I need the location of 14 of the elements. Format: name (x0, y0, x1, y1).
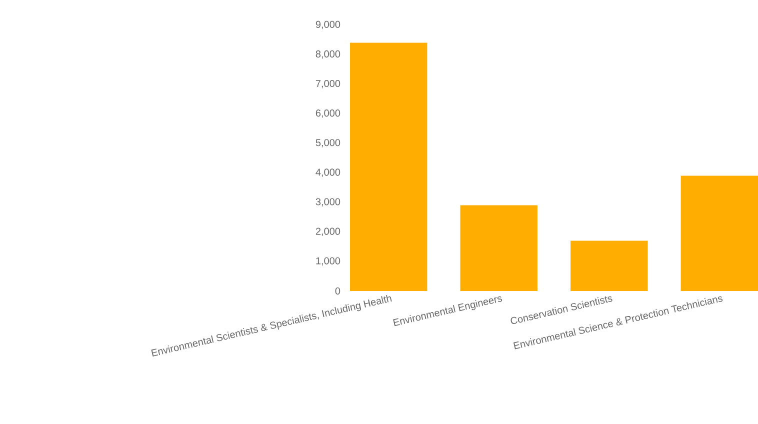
y-tick-label: 3,000 (316, 198, 340, 206)
bar (350, 42, 428, 291)
bar (460, 205, 538, 291)
y-tick-label: 6,000 (316, 110, 340, 118)
bar (570, 240, 648, 291)
y-tick-label: 8,000 (316, 50, 340, 59)
y-tick-label: 7,000 (316, 80, 340, 88)
y-tick-label: 5,000 (316, 139, 340, 148)
y-tick-label: 2,000 (316, 228, 340, 236)
y-tick-label: 0 (335, 287, 340, 295)
y-tick-label: 1,000 (316, 257, 340, 266)
bar (680, 176, 758, 291)
y-tick-label: 9,000 (316, 20, 340, 30)
y-tick-label: 4,000 (316, 168, 340, 177)
